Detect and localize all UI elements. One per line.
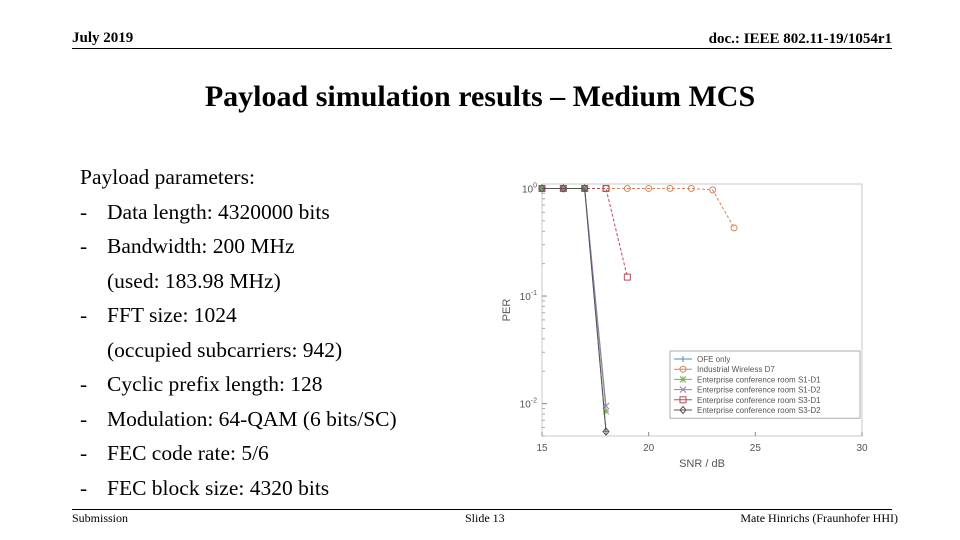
data-point (679, 396, 687, 404)
data-point (679, 405, 687, 415)
data-point (581, 184, 589, 193)
legend-box (669, 350, 861, 419)
legend-label: Industrial Wireless D7 (697, 365, 775, 374)
data-point (687, 184, 695, 192)
header-divider (72, 48, 892, 49)
x-tick-label: 30 (856, 443, 868, 454)
y-tick-label: 100 (522, 182, 537, 195)
data-point (730, 224, 738, 232)
data-point (679, 376, 687, 383)
data-point (680, 356, 686, 362)
data-point (602, 184, 610, 192)
param-item: - Cyclic prefix length: 128 (80, 367, 500, 402)
params-heading: Payload parameters: (80, 165, 255, 189)
x-tick-label: 25 (750, 443, 762, 454)
bullet-dash: - (80, 303, 88, 327)
x-tick-label: 15 (536, 443, 548, 454)
data-point (623, 273, 631, 281)
footer-submission: Submission (72, 511, 129, 525)
param-item: - FFT size: 1024 (80, 298, 500, 333)
param-item: - Data length: 4320000 bits (80, 195, 500, 230)
param-item: - Modulation: 64-QAM (6 bits/SC) (80, 402, 500, 437)
bullet-dash: - (80, 372, 88, 396)
footer-author: Mate Hinrichs (Fraunhofer HHI) (740, 511, 898, 525)
data-point (645, 184, 653, 192)
param-item: - FEC block size: 4320 bits (80, 471, 500, 506)
header-doc-id: doc.: IEEE 802.11-19/1054r1 (708, 31, 892, 47)
param-text: Modulation: 64-QAM (6 bits/SC) (107, 406, 397, 431)
bullet-dash: - (80, 199, 88, 224)
param-subtext: (occupied subcarriers: 942) (107, 337, 343, 362)
bullet-dash: - (80, 475, 88, 500)
data-point (623, 184, 631, 192)
param-text: Cyclic prefix length: 128 (107, 372, 323, 396)
data-point (709, 186, 717, 194)
y-tick-label: 10-1 (520, 290, 537, 303)
param-item: - Bandwidth: 200 MHz (80, 229, 500, 264)
y-tick-label: 10-2 (520, 398, 537, 411)
param-text: FEC code rate: 5/6 (107, 441, 269, 465)
bullet-dash: - (80, 441, 88, 465)
param-text: FFT size: 1024 (107, 303, 237, 327)
header-date: July 2019 (72, 30, 134, 46)
param-text: FEC block size: 4320 bits (107, 475, 330, 500)
per-chart: 15 20 25 30 100 10-1 10-2 SNR / dB PER OFE only In… (490, 170, 880, 470)
payload-parameters: Payload parameters: - Data length: 432000… (80, 160, 500, 505)
param-subtext: (used: 183.98 MHz) (107, 268, 281, 293)
data-point (679, 365, 687, 373)
param-item: - FEC code rate: 5/6 (80, 436, 500, 471)
x-axis-label: SNR / dB (679, 458, 725, 470)
data-point (679, 386, 687, 393)
legend-label: Enterprise conference room S1-D2 (697, 386, 821, 395)
legend-label: Enterprise conference room S3-D2 (697, 406, 821, 415)
legend-label: OFE only (697, 355, 730, 364)
footer-slide-number: Slide 13 (465, 511, 505, 525)
data-point (666, 184, 674, 192)
data-point (538, 184, 546, 193)
data-point (602, 427, 610, 436)
footer-divider (72, 509, 892, 510)
y-axis-label: PER (501, 299, 513, 322)
bullet-dash: - (80, 234, 88, 258)
param-text: Data length: 4320000 bits (107, 199, 330, 224)
series-line (542, 187, 607, 432)
legend-label: Enterprise conference room S3-D1 (697, 396, 821, 405)
data-point (559, 184, 567, 193)
legend-label: Enterprise conference room S1-D1 (697, 375, 821, 384)
data-point (602, 407, 610, 415)
per-chart-svg: 15 20 25 30 100 10-1 10-2 SNR / dB PER OFE onlyIn… (501, 182, 868, 470)
slide-title: Payload simulation results – Medium MCS (204, 80, 756, 113)
param-text: Bandwidth: 200 MHz (107, 234, 295, 258)
bullet-dash: - (80, 406, 88, 431)
x-tick-label: 20 (643, 443, 655, 454)
